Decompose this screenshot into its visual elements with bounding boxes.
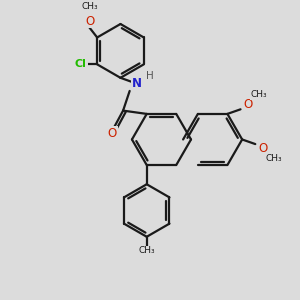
Text: O: O: [259, 142, 268, 155]
Text: N: N: [132, 77, 142, 90]
Text: Cl: Cl: [75, 59, 87, 69]
Text: O: O: [244, 98, 253, 111]
Text: CH₃: CH₃: [138, 246, 155, 255]
Text: O: O: [85, 14, 94, 28]
Text: H: H: [146, 71, 154, 81]
Text: CH₃: CH₃: [266, 154, 282, 163]
Text: CH₃: CH₃: [81, 2, 98, 11]
Text: O: O: [108, 127, 117, 140]
Text: CH₃: CH₃: [251, 90, 268, 99]
